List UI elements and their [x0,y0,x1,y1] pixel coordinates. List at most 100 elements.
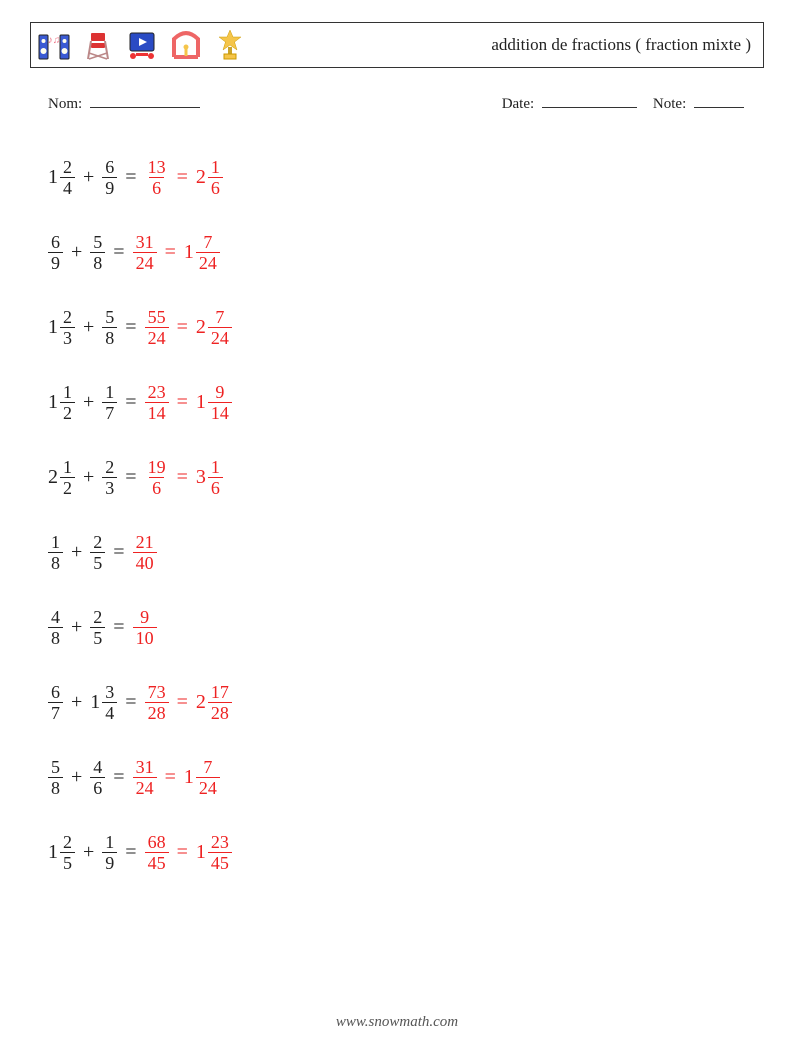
fraction: 58 [102,308,117,347]
whole-part: 1 [184,241,196,264]
problem-row: 212+23=196=316 [48,440,232,515]
numerator: 1 [48,533,63,552]
name-label: Nom: [48,96,204,113]
numerator: 4 [90,758,105,777]
fraction: 16 [208,458,223,497]
fraction: 724 [208,308,232,347]
numerator: 5 [102,308,117,327]
fraction: 48 [48,608,63,647]
whole-part: 2 [196,316,208,339]
fraction: 17 [102,383,117,422]
numerator: 1 [208,458,223,477]
denominator: 4 [102,702,117,722]
footer-url: www.snowmath.com [0,1014,794,1031]
denominator: 5 [90,627,105,647]
numerator: 7 [200,758,215,777]
denominator: 8 [48,777,63,797]
numerator: 1 [102,383,117,402]
fraction: 2345 [208,833,232,872]
equals-op: = [117,466,144,489]
equals-op: = [117,391,144,414]
fraction: 1728 [208,683,232,722]
denominator: 24 [133,777,157,797]
whole-part: 1 [48,316,60,339]
fraction: 7328 [145,683,169,722]
fraction: 25 [60,833,75,872]
fraction: 724 [196,758,220,797]
name-blank[interactable] [90,107,200,108]
denominator: 5 [60,852,75,872]
equals-op: = [157,241,184,264]
numerator: 13 [145,158,169,177]
whole-part: 2 [196,691,208,714]
trophy-star-icon [213,28,247,62]
whole-part: 1 [48,391,60,414]
equals-op: = [157,766,184,789]
problem-row: 123+58=5524=2724 [48,290,232,365]
whole-part: 1 [48,166,60,189]
fraction: 25 [90,533,105,572]
numerator: 9 [137,608,152,627]
equals-op: = [169,391,196,414]
numerator: 21 [133,533,157,552]
fraction: 24 [60,158,75,197]
equals-op: = [105,541,132,564]
plus-op: + [63,766,90,789]
fraction: 6845 [145,833,169,872]
fraction: 16 [208,158,223,197]
header-box: ♪♫ [30,22,764,68]
denominator: 24 [196,777,220,797]
numerator: 6 [102,158,117,177]
whole-part: 1 [90,691,102,714]
denominator: 24 [196,252,220,272]
numerator: 5 [90,233,105,252]
date-blank[interactable] [542,107,637,108]
whole-part: 1 [196,391,208,414]
whole-part: 3 [196,466,208,489]
plus-op: + [63,691,90,714]
whole-part: 1 [48,841,60,864]
fraction: 136 [145,158,169,197]
date-label: Date: [502,96,641,113]
meta-row: Nom: Date: Note: [48,96,748,113]
denominator: 7 [102,402,117,422]
denominator: 2 [60,402,75,422]
problem-row: 112+17=2314=1914 [48,365,232,440]
equals-op: = [105,616,132,639]
numerator: 4 [48,608,63,627]
fraction: 2314 [145,383,169,422]
note-label-text: Note: [653,96,686,112]
note-blank[interactable] [694,107,744,108]
date-label-text: Date: [502,96,534,112]
whole-part: 2 [196,166,208,189]
fraction: 46 [90,758,105,797]
numerator: 23 [145,383,169,402]
numerator: 31 [133,233,157,252]
problem-row: 48+25=910 [48,590,232,665]
plus-op: + [63,241,90,264]
plus-op: + [75,316,102,339]
equals-op: = [117,166,144,189]
denominator: 5 [90,552,105,572]
equals-op: = [169,316,196,339]
equals-op: = [169,466,196,489]
plus-op: + [75,466,102,489]
whole-part: 1 [196,841,208,864]
denominator: 6 [90,777,105,797]
numerator: 1 [60,383,75,402]
fraction: 724 [196,233,220,272]
denominator: 3 [60,327,75,347]
equals-op: = [105,766,132,789]
denominator: 6 [208,177,223,197]
numerator: 23 [208,833,232,852]
whole-part: 2 [48,466,60,489]
problem-row: 124+69=136=216 [48,140,232,215]
problem-row: 18+25=2140 [48,515,232,590]
fraction: 18 [48,533,63,572]
numerator: 2 [90,608,105,627]
numerator: 1 [208,158,223,177]
plus-op: + [63,616,90,639]
fraction: 67 [48,683,63,722]
denominator: 7 [48,702,63,722]
numerator: 55 [145,308,169,327]
